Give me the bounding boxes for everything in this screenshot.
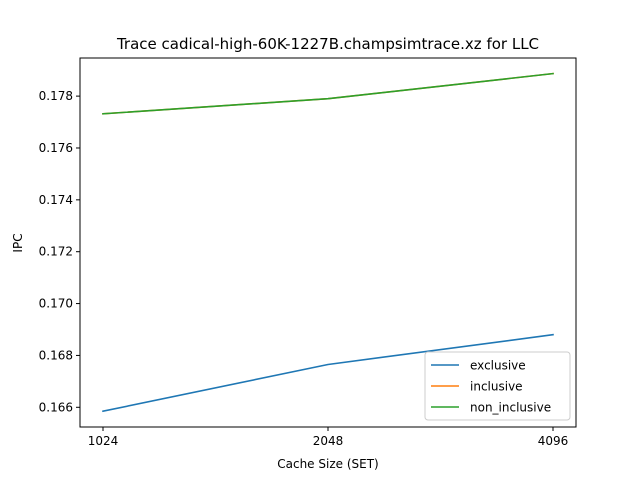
legend-label-inclusive: inclusive <box>470 380 523 394</box>
y-axis: 0.166 0.168 0.170 0.172 0.174 0.176 0.178 <box>39 89 80 414</box>
y-tick-label: 0.176 <box>39 141 73 155</box>
y-axis-label: IPC <box>11 233 25 252</box>
series-line-exclusive <box>102 333 554 413</box>
legend-box <box>424 351 571 421</box>
legend: exclusive inclusive non_inclusive <box>424 351 571 421</box>
y-tick-label: 0.174 <box>39 193 73 207</box>
x-tick-label: 4096 <box>538 434 569 448</box>
y-tick-label: 0.168 <box>39 348 73 362</box>
x-tick-label: 2048 <box>313 434 344 448</box>
x-axis-label: Cache Size (SET) <box>277 457 378 471</box>
chart-title: Trace cadical-high-60K-1227B.champsimtra… <box>116 35 539 53</box>
legend-label-non-inclusive: non_inclusive <box>470 401 551 415</box>
plot-lines <box>102 72 554 413</box>
y-tick-label: 0.178 <box>39 89 73 103</box>
series-line-non-inclusive <box>102 72 554 115</box>
y-tick-label: 0.170 <box>39 297 73 311</box>
y-tick-label: 0.166 <box>39 400 73 414</box>
x-tick-label: 1024 <box>88 434 119 448</box>
x-axis: 1024 2048 4096 <box>88 427 569 448</box>
legend-label-exclusive: exclusive <box>470 359 526 373</box>
y-tick-label: 0.172 <box>39 245 73 259</box>
